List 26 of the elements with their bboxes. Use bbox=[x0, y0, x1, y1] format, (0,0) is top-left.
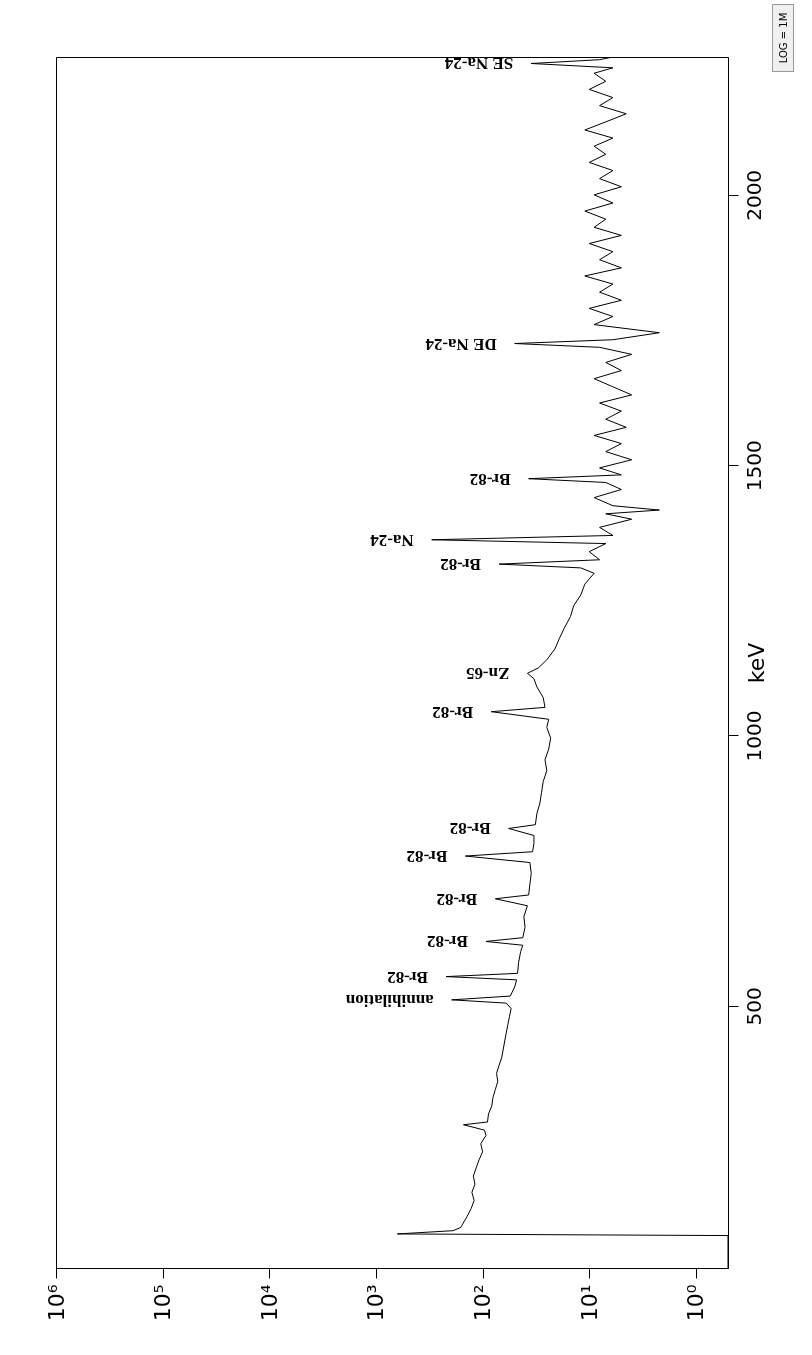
annotation: Br-82 bbox=[449, 819, 491, 839]
annotation: annihilation bbox=[345, 990, 434, 1010]
x-tick-label: 10⁵ bbox=[150, 1284, 176, 1322]
annotation: Zn-65 bbox=[465, 664, 510, 684]
x-tick-label: 10¹ bbox=[576, 1284, 602, 1322]
y-tick-label: 1500 bbox=[741, 440, 766, 492]
annotation: DE Na-24 bbox=[424, 334, 497, 354]
x-tick-label: 10⁶ bbox=[43, 1284, 69, 1322]
annotation: Br-82 bbox=[440, 555, 482, 575]
text: LOG = 1M bbox=[777, 12, 789, 64]
x-tick-label: 10² bbox=[470, 1284, 496, 1322]
y-tick-label: 2000 bbox=[741, 169, 766, 221]
annotation: Br-82 bbox=[432, 702, 474, 722]
y-tick-label: 500 bbox=[741, 987, 766, 1026]
x-tick-label: 10³ bbox=[363, 1284, 389, 1322]
annotation: Br-82 bbox=[427, 932, 468, 952]
y-tick-label: 1000 bbox=[741, 710, 766, 762]
annotation: SE Na-24 bbox=[444, 54, 514, 74]
x-tick-label: 10⁴ bbox=[256, 1284, 282, 1322]
x-tick-label: 10⁰ bbox=[683, 1284, 709, 1322]
annotation: Na-24 bbox=[369, 530, 414, 550]
annotation: Br-82 bbox=[387, 967, 429, 987]
annotation: Br-82 bbox=[406, 847, 448, 867]
y-axis-title: keV bbox=[743, 642, 769, 684]
annotation: Br-82 bbox=[436, 889, 478, 909]
annotation: Br-82 bbox=[469, 469, 511, 489]
